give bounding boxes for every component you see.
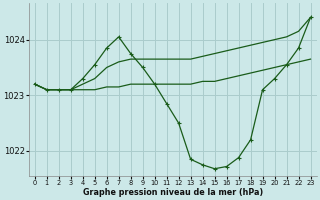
X-axis label: Graphe pression niveau de la mer (hPa): Graphe pression niveau de la mer (hPa) [83,188,263,197]
